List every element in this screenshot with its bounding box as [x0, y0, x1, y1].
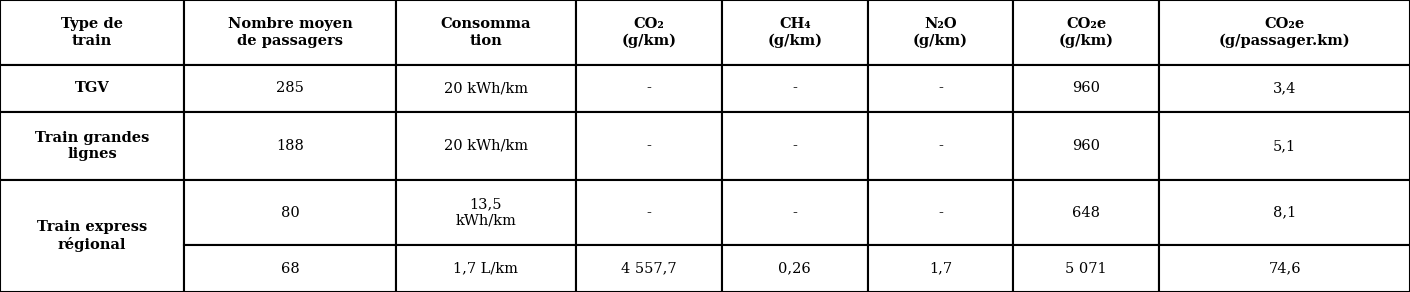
Text: 4 557,7: 4 557,7	[622, 262, 677, 276]
Text: 960: 960	[1072, 81, 1100, 95]
Text: 74,6: 74,6	[1268, 262, 1301, 276]
Bar	[577, 180, 722, 245]
Bar	[185, 245, 396, 292]
Bar	[867, 65, 1014, 112]
Bar	[867, 112, 1014, 180]
Bar	[1014, 112, 1159, 180]
Text: -: -	[647, 206, 651, 220]
Text: Train grandes
lignes: Train grandes lignes	[35, 131, 149, 161]
Bar	[1014, 245, 1159, 292]
Bar	[1014, 180, 1159, 245]
Bar	[1159, 112, 1410, 180]
Bar	[722, 112, 867, 180]
Text: 285: 285	[276, 81, 305, 95]
Text: -: -	[938, 81, 943, 95]
Text: 3,4: 3,4	[1273, 81, 1296, 95]
Text: 188: 188	[276, 139, 305, 153]
Text: 80: 80	[281, 206, 299, 220]
Bar	[1014, 65, 1159, 112]
Bar	[1159, 245, 1410, 292]
Bar	[185, 0, 396, 65]
Bar	[577, 245, 722, 292]
Bar	[1159, 0, 1410, 65]
Text: TGV: TGV	[75, 81, 110, 95]
Text: 0,26: 0,26	[778, 262, 811, 276]
Text: 5,1: 5,1	[1273, 139, 1296, 153]
Text: -: -	[792, 139, 797, 153]
Bar	[396, 0, 577, 65]
Text: CO₂e
(g/km): CO₂e (g/km)	[1059, 17, 1114, 48]
Bar	[722, 0, 867, 65]
Text: Type de
train: Type de train	[61, 17, 123, 48]
Text: Consomma
tion: Consomma tion	[441, 17, 532, 48]
Text: 8,1: 8,1	[1273, 206, 1296, 220]
Bar	[185, 112, 396, 180]
Text: -: -	[647, 139, 651, 153]
Text: CO₂
(g/km): CO₂ (g/km)	[622, 17, 677, 48]
Text: -: -	[938, 206, 943, 220]
Bar	[0, 65, 185, 112]
Bar	[0, 112, 185, 180]
Bar	[577, 112, 722, 180]
Bar	[396, 112, 577, 180]
Text: 20 kWh/km: 20 kWh/km	[444, 139, 527, 153]
Bar	[1159, 65, 1410, 112]
Text: Nombre moyen
de passagers: Nombre moyen de passagers	[227, 17, 352, 48]
Bar	[867, 180, 1014, 245]
Text: Train express
régional: Train express régional	[37, 220, 147, 252]
Bar	[396, 65, 577, 112]
Text: N₂O
(g/km): N₂O (g/km)	[914, 17, 969, 48]
Text: 648: 648	[1072, 206, 1100, 220]
Bar	[722, 180, 867, 245]
Bar	[577, 0, 722, 65]
Bar	[867, 0, 1014, 65]
Text: -: -	[938, 139, 943, 153]
Text: 960: 960	[1072, 139, 1100, 153]
Text: 13,5
kWh/km: 13,5 kWh/km	[455, 198, 516, 228]
Text: CH₄
(g/km): CH₄ (g/km)	[767, 17, 822, 48]
Bar	[1014, 0, 1159, 65]
Text: -: -	[792, 81, 797, 95]
Text: 1,7 L/km: 1,7 L/km	[454, 262, 519, 276]
Bar	[185, 65, 396, 112]
Text: CO₂e
(g/passager.km): CO₂e (g/passager.km)	[1218, 17, 1351, 48]
Bar	[867, 245, 1014, 292]
Text: 20 kWh/km: 20 kWh/km	[444, 81, 527, 95]
Bar	[722, 245, 867, 292]
Bar	[185, 180, 396, 245]
Text: -: -	[647, 81, 651, 95]
Bar	[1159, 180, 1410, 245]
Bar	[396, 180, 577, 245]
Text: 1,7: 1,7	[929, 262, 952, 276]
Bar	[722, 65, 867, 112]
Bar	[396, 245, 577, 292]
Bar	[0, 180, 185, 292]
Text: 5 071: 5 071	[1066, 262, 1107, 276]
Bar	[0, 0, 185, 65]
Text: -: -	[792, 206, 797, 220]
Text: 68: 68	[281, 262, 299, 276]
Bar	[577, 65, 722, 112]
